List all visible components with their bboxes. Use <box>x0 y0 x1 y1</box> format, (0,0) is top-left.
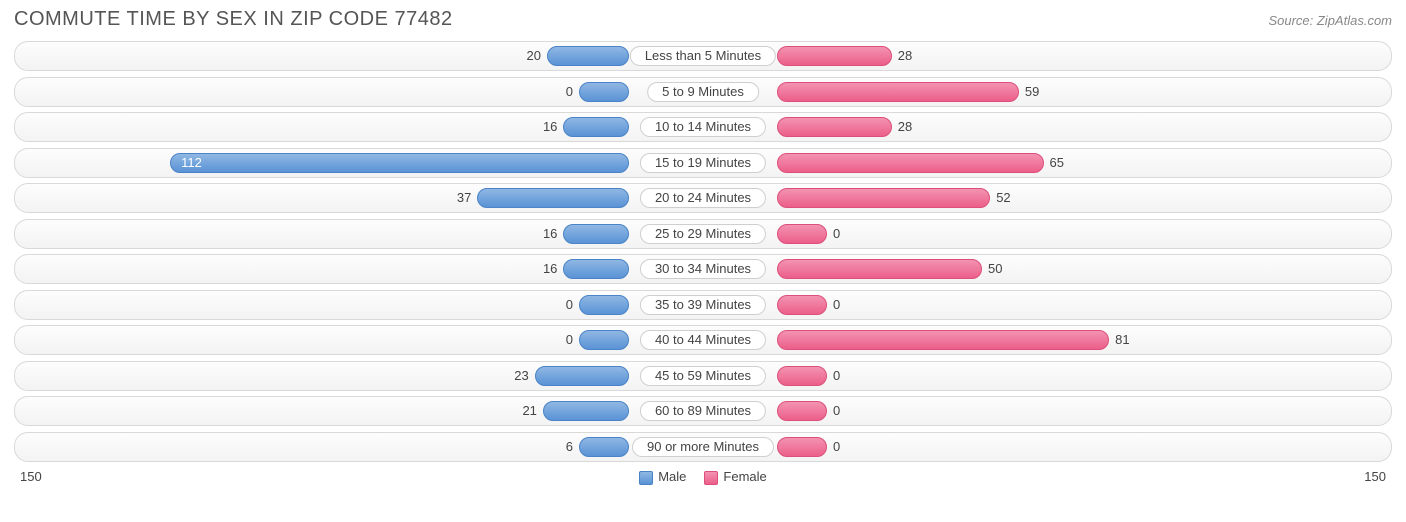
male-value: 0 <box>566 326 573 354</box>
header: COMMUTE TIME BY SEX IN ZIP CODE 77482 So… <box>14 8 1392 31</box>
axis-max-right: 150 <box>1364 469 1386 484</box>
category-label: 40 to 44 Minutes <box>640 330 766 350</box>
chart-row: 30 to 34 Minutes 16 50 <box>14 254 1392 284</box>
category-label: 15 to 19 Minutes <box>640 153 766 173</box>
male-bar <box>579 330 629 350</box>
category-label: 30 to 34 Minutes <box>640 259 766 279</box>
female-value: 0 <box>833 362 840 390</box>
chart-row: 5 to 9 Minutes 0 59 <box>14 77 1392 107</box>
male-value: 21 <box>522 397 536 425</box>
female-value: 0 <box>833 220 840 248</box>
legend-male: Male <box>639 469 686 485</box>
chart-row: 45 to 59 Minutes 23 0 <box>14 361 1392 391</box>
male-value: 37 <box>457 184 471 212</box>
female-bar <box>777 259 982 279</box>
category-label: 25 to 29 Minutes <box>640 224 766 244</box>
female-value: 0 <box>833 433 840 461</box>
category-label: 45 to 59 Minutes <box>640 366 766 386</box>
male-bar <box>543 401 629 421</box>
male-swatch-icon <box>639 471 653 485</box>
chart-container: COMMUTE TIME BY SEX IN ZIP CODE 77482 So… <box>0 0 1406 522</box>
chart-footer: 150 Male Female 150 <box>14 467 1392 485</box>
female-value: 28 <box>898 113 912 141</box>
category-label: Less than 5 Minutes <box>630 46 776 66</box>
male-value: 112 <box>181 149 202 177</box>
male-value: 0 <box>566 78 573 106</box>
chart-rows: Less than 5 Minutes 20 28 5 to 9 Minutes 0 59… <box>14 41 1392 462</box>
male-bar <box>579 82 629 102</box>
category-label: 60 to 89 Minutes <box>640 401 766 421</box>
chart-row: 35 to 39 Minutes 0 0 <box>14 290 1392 320</box>
legend-female-label: Female <box>723 469 766 484</box>
male-value: 23 <box>514 362 528 390</box>
male-value: 0 <box>566 291 573 319</box>
legend: Male Female <box>639 469 767 485</box>
category-label: 90 or more Minutes <box>632 437 774 457</box>
female-bar <box>777 82 1019 102</box>
female-value: 59 <box>1025 78 1039 106</box>
female-value: 50 <box>988 255 1002 283</box>
chart-row: 25 to 29 Minutes 16 0 <box>14 219 1392 249</box>
female-value: 52 <box>996 184 1010 212</box>
female-bar <box>777 188 990 208</box>
female-swatch-icon <box>704 471 718 485</box>
chart-source: Source: ZipAtlas.com <box>1268 13 1392 28</box>
chart-row: 40 to 44 Minutes 0 81 <box>14 325 1392 355</box>
chart-row: Less than 5 Minutes 20 28 <box>14 41 1392 71</box>
male-bar <box>579 437 629 457</box>
category-label: 35 to 39 Minutes <box>640 295 766 315</box>
male-bar <box>170 153 629 173</box>
male-bar <box>563 259 629 279</box>
chart-row: 20 to 24 Minutes 37 52 <box>14 183 1392 213</box>
category-label: 20 to 24 Minutes <box>640 188 766 208</box>
legend-male-label: Male <box>658 469 686 484</box>
female-bar <box>777 330 1109 350</box>
female-bar <box>777 117 892 137</box>
category-label: 5 to 9 Minutes <box>647 82 759 102</box>
axis-max-left: 150 <box>20 469 42 484</box>
male-bar <box>563 224 629 244</box>
male-value: 16 <box>543 113 557 141</box>
female-value: 28 <box>898 42 912 70</box>
female-value: 0 <box>833 291 840 319</box>
female-value: 0 <box>833 397 840 425</box>
category-label: 10 to 14 Minutes <box>640 117 766 137</box>
female-bar <box>777 224 827 244</box>
male-bar <box>547 46 629 66</box>
female-value: 65 <box>1050 149 1064 177</box>
female-bar <box>777 437 827 457</box>
female-bar <box>777 401 827 421</box>
male-value: 6 <box>566 433 573 461</box>
female-bar <box>777 366 827 386</box>
chart-title: COMMUTE TIME BY SEX IN ZIP CODE 77482 <box>14 8 453 31</box>
female-bar <box>777 46 892 66</box>
male-bar <box>535 366 629 386</box>
male-bar <box>477 188 629 208</box>
female-bar <box>777 153 1044 173</box>
male-value: 16 <box>543 255 557 283</box>
legend-female: Female <box>704 469 766 485</box>
chart-row: 60 to 89 Minutes 21 0 <box>14 396 1392 426</box>
chart-row: 15 to 19 Minutes 112 65 <box>14 148 1392 178</box>
female-bar <box>777 295 827 315</box>
male-bar <box>579 295 629 315</box>
chart-row: 10 to 14 Minutes 16 28 <box>14 112 1392 142</box>
chart-row: 90 or more Minutes 6 0 <box>14 432 1392 462</box>
male-bar <box>563 117 629 137</box>
female-value: 81 <box>1115 326 1129 354</box>
male-value: 16 <box>543 220 557 248</box>
male-value: 20 <box>527 42 541 70</box>
